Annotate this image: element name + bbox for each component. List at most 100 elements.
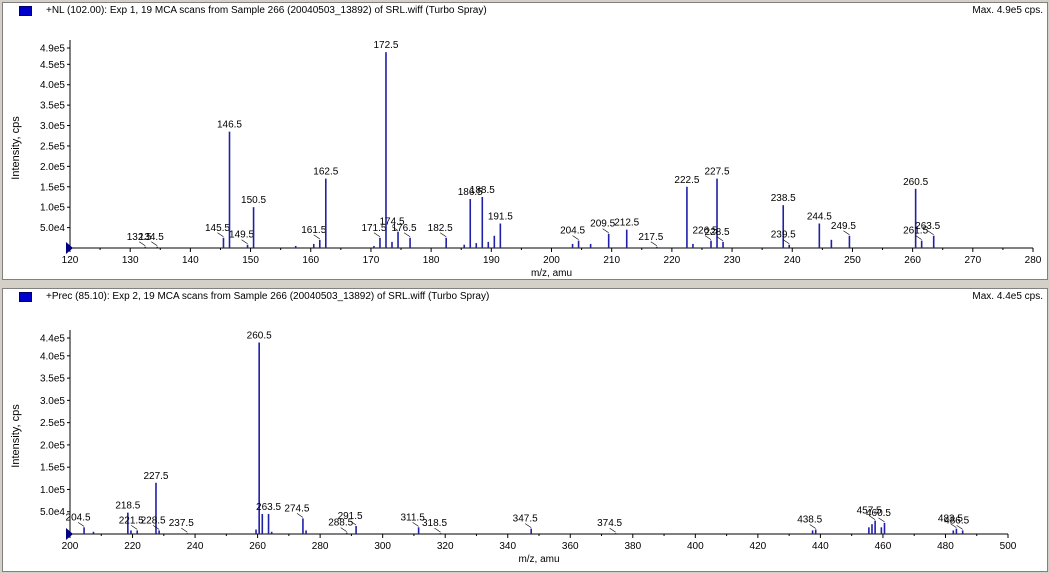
peak-leader xyxy=(391,226,399,231)
spectrum-pane-nl: +NL (102.00): Exp 1, 19 MCA scans from S… xyxy=(2,2,1048,280)
x-axis-label: m/z, amu xyxy=(518,554,559,565)
peak-leader xyxy=(868,515,876,520)
peak-label: 176.5 xyxy=(392,223,417,234)
peak-label: 172.5 xyxy=(373,40,398,51)
spectrum-chart-prec[interactable]: 5.0e4 1.0e5 1.5e5 2.0e5 2.5e5 3.0e5 3.5e5 4.0e5… xyxy=(3,289,1047,571)
peak-label: 222.5 xyxy=(674,175,699,186)
peak-label: 162.5 xyxy=(313,167,338,178)
peak-leader xyxy=(525,523,532,528)
x-tick-label: 260 xyxy=(904,255,921,266)
peak-leader xyxy=(950,523,957,528)
x-tick-label: 340 xyxy=(499,541,516,552)
x-tick-label: 220 xyxy=(664,255,681,266)
peak-label: 457.5 xyxy=(857,506,882,517)
x-tick-label: 130 xyxy=(122,255,139,266)
x-tick-label: 280 xyxy=(1025,255,1042,266)
peak-label: 204.5 xyxy=(560,226,585,237)
peak-leader xyxy=(783,239,790,244)
peak-label: 228.5 xyxy=(141,515,166,526)
peak-leader xyxy=(241,239,248,244)
y-tick-label: 3.0e5 xyxy=(40,396,65,407)
peak-leader xyxy=(313,234,320,240)
peak-leader xyxy=(609,527,616,533)
triangle-right-icon xyxy=(66,242,73,254)
peak-label: 204.5 xyxy=(66,512,91,523)
peak-leader xyxy=(843,230,850,236)
y-axis-label: Intensity, cps xyxy=(10,404,22,468)
x-tick-label: 200 xyxy=(62,541,79,552)
x-tick-label: 150 xyxy=(242,255,259,266)
peak-label: 149.5 xyxy=(229,230,254,241)
peak-label: 161.5 xyxy=(301,225,326,236)
legend-swatch-icon[interactable] xyxy=(19,6,32,16)
x-tick-label: 260 xyxy=(249,541,266,552)
max-intensity: Max. 4.4e5 cps. xyxy=(972,291,1043,302)
pane-header: +Prec (85.10): Exp 2, 19 MCA scans from … xyxy=(3,289,1047,305)
x-tick-label: 270 xyxy=(964,255,981,266)
x-tick-label: 210 xyxy=(603,255,620,266)
peak-leader xyxy=(296,513,304,518)
x-tick-label: 280 xyxy=(312,541,329,552)
peak-label: 460.5 xyxy=(866,508,891,519)
y-tick-label: 1.0e5 xyxy=(40,485,65,496)
x-tick-label: 220 xyxy=(124,541,141,552)
spectrum-chart-nl[interactable]: 5.0e4 1.0e5 1.5e5 2.0e5 2.5e5 3.0e5 3.5e5 4.0e5… xyxy=(3,3,1047,279)
peak-label: 146.5 xyxy=(217,120,242,131)
peak-leader xyxy=(716,236,724,242)
x-tick-label: 440 xyxy=(812,541,829,552)
peak-leader xyxy=(403,232,411,238)
peak-label: 311.5 xyxy=(400,512,425,523)
peak-label: 174.5 xyxy=(380,217,405,228)
legend-swatch-icon[interactable] xyxy=(19,292,32,302)
max-intensity: Max. 4.9e5 cps. xyxy=(972,5,1043,16)
peak-leader xyxy=(809,524,816,529)
y-tick-label: 4.0e5 xyxy=(40,80,65,91)
y-tick-label: 4.4e5 xyxy=(40,334,65,345)
peak-label: 291.5 xyxy=(338,511,363,522)
peak-label: 188.5 xyxy=(470,185,495,196)
peak-label: 191.5 xyxy=(488,212,513,223)
x-tick-label: 500 xyxy=(1000,541,1017,552)
y-tick-label: 1.5e5 xyxy=(40,182,65,193)
spectrum-pane-prec: +Prec (85.10): Exp 2, 19 MCA scans from … xyxy=(2,288,1048,572)
peak-leader xyxy=(139,241,146,247)
peak-label: 150.5 xyxy=(241,195,266,206)
peak-label: 261.5 xyxy=(903,226,928,237)
x-tick-label: 480 xyxy=(937,541,954,552)
peak-leader xyxy=(915,235,922,240)
peak-label: 244.5 xyxy=(807,212,832,223)
x-tick-label: 190 xyxy=(483,255,500,266)
peak-leader xyxy=(927,230,934,236)
peak-leader xyxy=(131,525,138,530)
y-tick-label: 5.0e4 xyxy=(40,507,65,518)
peak-label: 221.5 xyxy=(119,515,144,526)
peak-leader xyxy=(704,235,712,240)
pane-title: +Prec (85.10): Exp 2, 19 MCA scans from … xyxy=(46,291,490,302)
peak-label: 132.5 xyxy=(127,232,152,243)
peak-leader xyxy=(572,235,579,240)
peak-leader xyxy=(151,241,158,247)
x-tick-label: 320 xyxy=(437,541,454,552)
peak-label: 374.5 xyxy=(597,518,622,529)
peak-label: 260.5 xyxy=(247,330,272,341)
y-tick-label: 2.0e5 xyxy=(40,440,65,451)
peak-leader xyxy=(77,522,85,527)
peak-label: 263.5 xyxy=(256,502,281,513)
peak-label: 186.5 xyxy=(458,187,483,198)
x-tick-label: 360 xyxy=(562,541,579,552)
y-tick-label: 3.5e5 xyxy=(40,101,65,112)
y-tick-label: 3.5e5 xyxy=(40,374,65,385)
peak-leader xyxy=(373,232,381,238)
peak-leader xyxy=(440,232,447,238)
y-tick-label: 4.9e5 xyxy=(40,44,65,55)
peak-leader xyxy=(412,522,419,527)
x-tick-label: 420 xyxy=(750,541,767,552)
peak-label: 134.5 xyxy=(139,232,164,243)
x-tick-label: 380 xyxy=(624,541,641,552)
x-tick-label: 240 xyxy=(784,255,801,266)
triangle-right-icon xyxy=(66,528,73,540)
peak-leader xyxy=(340,527,347,532)
peak-label: 263.5 xyxy=(915,221,940,232)
peak-label: 217.5 xyxy=(638,232,663,243)
x-tick-label: 250 xyxy=(844,255,861,266)
